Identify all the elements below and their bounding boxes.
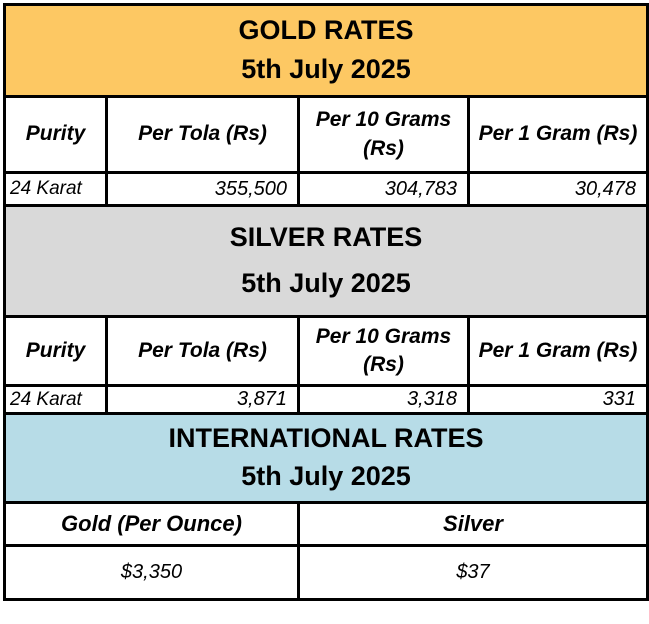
international-col-header-gold: Gold (Per Ounce)	[3, 501, 300, 547]
silver-header-row: Purity Per Tola (Rs) Per 10 Grams (Rs) P…	[3, 315, 649, 387]
gold-title-wrap: GOLD RATES 5th July 2025	[8, 8, 645, 94]
silver-col-header-per-tola: Per Tola (Rs)	[105, 315, 300, 387]
gold-col-header-per-tola: Per Tola (Rs)	[105, 95, 300, 174]
gold-header-row: Purity Per Tola (Rs) Per 10 Grams (Rs) P…	[3, 95, 649, 174]
gold-per-tola-value: 355,500	[105, 171, 300, 207]
gold-title-row: GOLD RATES 5th July 2025	[3, 3, 649, 98]
silver-per-1-gram-value: 331	[467, 384, 649, 415]
international-col-header-silver: Silver	[297, 501, 649, 547]
silver-data-row: 24 Karat 3,871 3,318 331	[3, 384, 649, 415]
silver-per-tola-value: 3,871	[105, 384, 300, 415]
silver-per-10-grams-value: 3,318	[297, 384, 470, 415]
international-section-date: 5th July 2025	[241, 461, 411, 492]
international-section-title: INTERNATIONAL RATES	[168, 422, 484, 453]
international-title-row: INTERNATIONAL RATES 5th July 2025	[3, 412, 649, 504]
silver-section-date: 5th July 2025	[241, 268, 411, 299]
silver-section-band: SILVER RATES 5th July 2025	[3, 204, 649, 318]
gold-section-band: GOLD RATES 5th July 2025	[3, 3, 649, 98]
international-gold-value: $3,350	[3, 544, 300, 601]
silver-col-header-per-1-gram: Per 1 Gram (Rs)	[467, 315, 649, 387]
silver-section-title: SILVER RATES	[229, 222, 423, 253]
international-title-wrap: INTERNATIONAL RATES 5th July 2025	[8, 417, 645, 500]
gold-col-header-per-10-grams: Per 10 Grams (Rs)	[297, 95, 470, 174]
gold-data-row: 24 Karat 355,500 304,783 30,478	[3, 171, 649, 207]
silver-purity-value: 24 Karat	[3, 384, 108, 415]
international-silver-value: $37	[297, 544, 649, 601]
international-section-band: INTERNATIONAL RATES 5th July 2025	[3, 412, 649, 504]
gold-section-date: 5th July 2025	[241, 54, 411, 85]
silver-title-row: SILVER RATES 5th July 2025	[3, 204, 649, 318]
gold-per-1-gram-value: 30,478	[467, 171, 649, 207]
gold-section-title: GOLD RATES	[238, 14, 414, 45]
gold-col-header-purity: Purity	[3, 95, 108, 174]
silver-title-wrap: SILVER RATES 5th July 2025	[8, 209, 645, 314]
silver-col-header-purity: Purity	[3, 315, 108, 387]
gold-col-header-per-1-gram: Per 1 Gram (Rs)	[467, 95, 649, 174]
silver-col-header-per-10-grams: Per 10 Grams (Rs)	[297, 315, 470, 387]
rates-table: GOLD RATES 5th July 2025 Purity Per Tola…	[3, 3, 649, 601]
gold-purity-value: 24 Karat	[3, 171, 108, 207]
international-header-row: Gold (Per Ounce) Silver	[3, 501, 649, 547]
gold-per-10-grams-value: 304,783	[297, 171, 470, 207]
international-data-row: $3,350 $37	[3, 544, 649, 601]
